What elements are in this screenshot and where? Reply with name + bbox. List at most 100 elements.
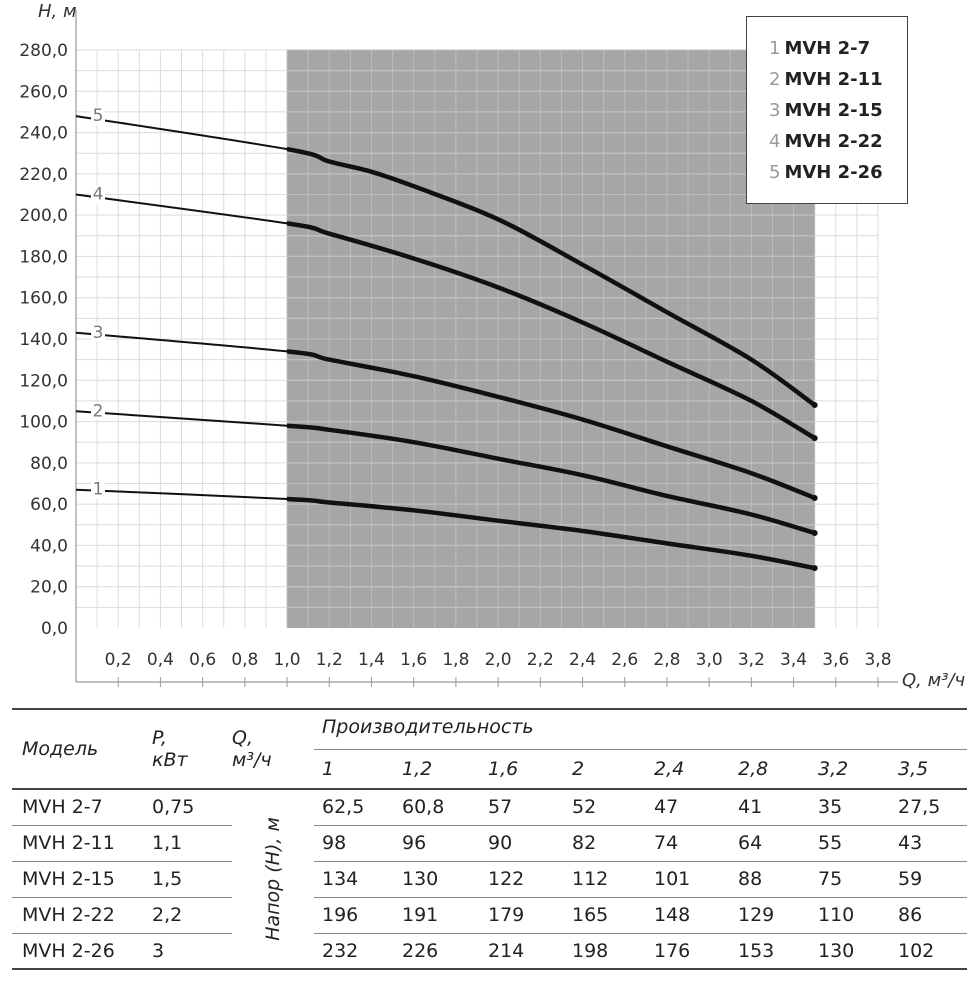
legend-label: MVH 2-22 bbox=[784, 131, 883, 152]
curve-label-bg bbox=[91, 107, 105, 126]
x-tick-label: 3,2 bbox=[738, 650, 765, 670]
flow-header: 2 bbox=[572, 757, 585, 780]
series-line-operating bbox=[287, 423, 817, 536]
chart-curves: 1 2 3 4 5 bbox=[75, 106, 818, 572]
legend-number: 4 bbox=[769, 131, 781, 152]
chart-axes bbox=[75, 10, 898, 687]
y-tick-label: 20,0 bbox=[30, 578, 68, 598]
x-tick-label: 1,4 bbox=[358, 650, 385, 670]
legend-number: 5 bbox=[769, 162, 781, 183]
flow-header: 1,6 bbox=[488, 757, 519, 780]
series-end-point bbox=[811, 402, 818, 409]
table-row: MVH 2-26 3 232 226 214 198 176 153 130 1… bbox=[12, 933, 968, 969]
value-cell: 41 bbox=[730, 789, 810, 826]
x-tick-label: 1,0 bbox=[274, 650, 301, 670]
value-cell: 176 bbox=[654, 939, 691, 962]
value-cell: 43 bbox=[890, 825, 968, 862]
y-tick-label: 240,0 bbox=[19, 124, 68, 144]
value-cell: 129 bbox=[730, 897, 810, 934]
value-cell: 196 bbox=[314, 897, 394, 934]
value-cell: 98 bbox=[314, 825, 394, 862]
table-row: MVH 2-22 2,2 196 191 179 165 148 129 110… bbox=[12, 897, 968, 934]
x-tick-label: 1,6 bbox=[400, 650, 427, 670]
curve-number-label: 3 bbox=[93, 323, 104, 343]
model-cell: MVH 2-15 bbox=[12, 861, 152, 898]
series-line-operating bbox=[287, 349, 817, 501]
specs-table: Модель P, кВт Q, м³/ч Производительность… bbox=[12, 708, 968, 970]
legend-item: 1 MVH 2-7 bbox=[769, 33, 907, 64]
value-cell: 96 bbox=[394, 825, 480, 862]
legend-label: MVH 2-26 bbox=[784, 162, 883, 183]
table-row: MVH 2-7 0,75 Напор (H), м 62,5 60,8 57 5… bbox=[12, 789, 968, 970]
y-tick-label: 200,0 bbox=[19, 206, 68, 226]
col-q-header-line2: м³/ч bbox=[232, 749, 272, 771]
x-tick-label: 0,2 bbox=[105, 650, 132, 670]
model-cell: MVH 2-11 bbox=[12, 825, 152, 862]
chart-legend: 1 MVH 2-7 2 MVH 2-11 3 MVH 2-15 4 MVH 2-22 5… bbox=[746, 16, 908, 204]
flow-header: 2,4 bbox=[654, 757, 685, 780]
x-tick-label: 0,6 bbox=[189, 650, 216, 670]
y-tick-label: 180,0 bbox=[19, 247, 68, 267]
x-tick-label: 0,4 bbox=[147, 650, 174, 670]
value-cell: 60,8 bbox=[394, 789, 480, 826]
table-row: MVH 2-11 1,1 98 96 90 82 74 64 55 43 bbox=[12, 825, 968, 862]
x-tick-label: 3,6 bbox=[822, 650, 849, 670]
value-cell: 88 bbox=[730, 861, 810, 898]
chart-tick-labels: 0,0 20,0 40,0 60,0 80,0 100,0 120,0 140,0 160,0 1… bbox=[19, 41, 891, 670]
value-cell: 55 bbox=[810, 825, 890, 862]
y-tick-label: 100,0 bbox=[19, 413, 68, 433]
y-axis-title: H, м bbox=[38, 1, 77, 22]
col-model-header: Модель bbox=[22, 738, 99, 760]
value-cell: 90 bbox=[480, 825, 564, 862]
y-tick-label: 120,0 bbox=[19, 371, 68, 391]
flow-header: 1 bbox=[322, 757, 335, 780]
value-cell: 64 bbox=[730, 825, 810, 862]
legend-number: 1 bbox=[769, 38, 781, 59]
y-tick-label: 280,0 bbox=[19, 41, 68, 61]
value-cell: 153 bbox=[738, 939, 775, 962]
series-end-point bbox=[811, 494, 818, 501]
y-tick-label: 80,0 bbox=[30, 454, 68, 474]
flow-header: 1,2 bbox=[402, 757, 433, 780]
legend-item: 5 MVH 2-26 bbox=[769, 157, 907, 188]
value-cell: 165 bbox=[564, 897, 646, 934]
head-label-cell: Напор (H), м bbox=[232, 789, 314, 970]
value-cell: 198 bbox=[572, 939, 609, 962]
value-cell: 62,5 bbox=[314, 789, 394, 826]
legend-number: 2 bbox=[769, 69, 781, 90]
y-tick-label: 160,0 bbox=[19, 289, 68, 309]
curve-label-bg bbox=[91, 402, 105, 421]
curve-number-label: 4 bbox=[93, 185, 104, 205]
model-cell: MVH 2-7 bbox=[12, 789, 152, 826]
power-cell: 2,2 bbox=[152, 897, 232, 934]
value-cell: 75 bbox=[810, 861, 890, 898]
legend-number: 3 bbox=[769, 100, 781, 121]
series-end-point bbox=[811, 435, 818, 442]
legend-label: MVH 2-7 bbox=[784, 38, 871, 59]
legend-item: 4 MVH 2-22 bbox=[769, 126, 907, 157]
y-tick-label: 40,0 bbox=[30, 536, 68, 556]
col-power-header: P, кВт bbox=[152, 709, 232, 789]
value-cell: 52 bbox=[564, 789, 646, 826]
value-cell: 57 bbox=[480, 789, 564, 826]
legend-label: MVH 2-11 bbox=[784, 69, 883, 90]
curve-number-label: 1 bbox=[93, 480, 104, 500]
x-tick-label: 2,4 bbox=[569, 650, 596, 670]
col-q-header: Q, м³/ч bbox=[232, 709, 314, 789]
series-end-point bbox=[811, 530, 818, 537]
legend-label: MVH 2-15 bbox=[784, 100, 883, 121]
value-cell: 59 bbox=[890, 861, 968, 898]
flow-group-header: Производительность bbox=[314, 709, 968, 750]
head-label: Напор (H), м bbox=[262, 817, 284, 941]
value-cell: 86 bbox=[890, 897, 968, 934]
col-q-header-line1: Q, bbox=[232, 727, 253, 749]
x-tick-label: 2,2 bbox=[527, 650, 554, 670]
value-cell: 130 bbox=[818, 939, 855, 962]
series-end-point bbox=[811, 565, 818, 572]
value-cell: 74 bbox=[646, 825, 730, 862]
curve-number-label: 2 bbox=[93, 401, 104, 421]
series-line-operating bbox=[287, 221, 817, 441]
legend-item: 3 MVH 2-15 bbox=[769, 95, 907, 126]
table-row: MVH 2-15 1,5 134 130 122 112 101 88 75 5… bbox=[12, 861, 968, 898]
value-cell: 101 bbox=[646, 861, 730, 898]
